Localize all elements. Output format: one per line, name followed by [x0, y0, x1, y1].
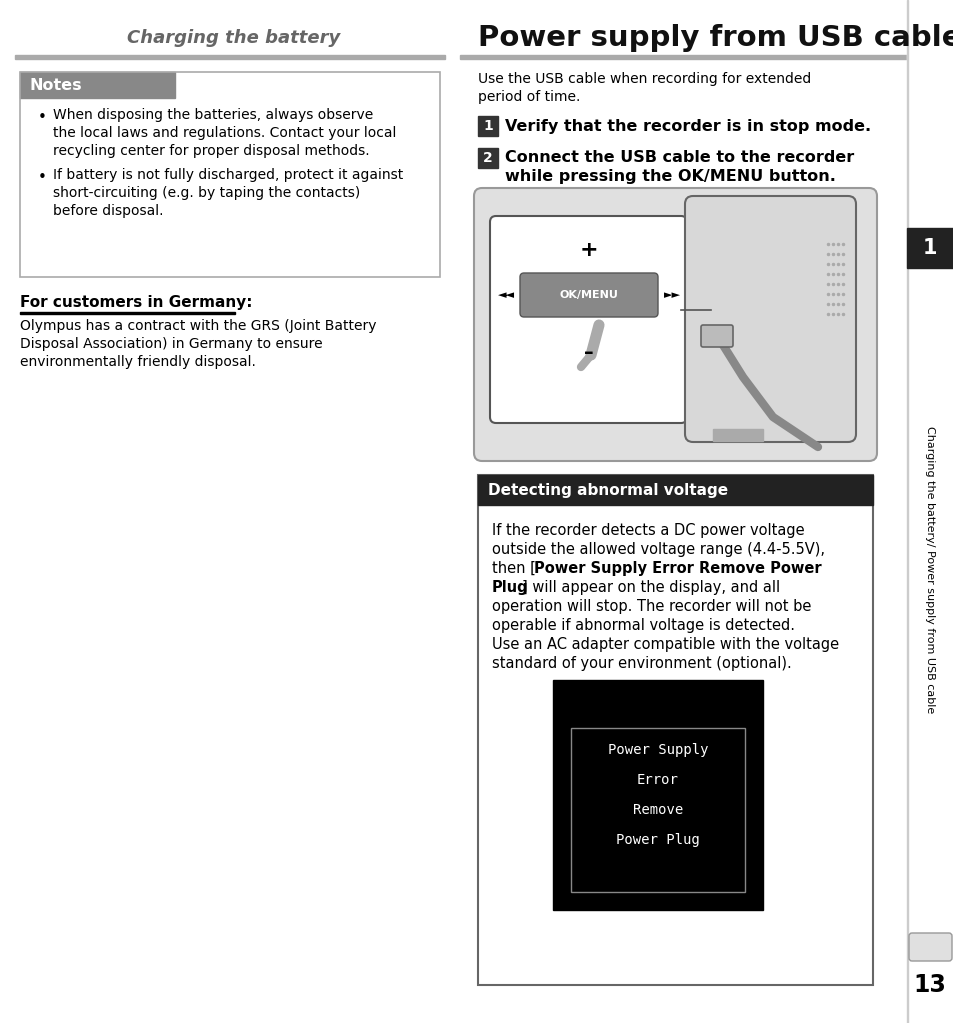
Bar [571, 728, 744, 892]
Bar [477, 475, 872, 985]
Text: Power Supply: Power Supply [607, 743, 707, 757]
Text: operation will stop. The recorder will not be: operation will stop. The recorder will n… [492, 599, 810, 614]
Text: Olympus has a contract with the GRS (Joint Battery: Olympus has a contract with the GRS (Joi… [20, 319, 376, 333]
Bar [906, 0, 907, 1023]
Text: environmentally friendly disposal.: environmentally friendly disposal. [20, 355, 255, 369]
Text: then [: then [ [492, 561, 536, 576]
Bar [20, 312, 234, 313]
Text: 13: 13 [913, 973, 945, 997]
FancyBboxPatch shape [700, 325, 732, 347]
Text: ◄◄: ◄◄ [497, 290, 514, 300]
Text: 2: 2 [482, 151, 493, 165]
Text: Connect the USB cable to the recorder: Connect the USB cable to the recorder [504, 150, 853, 166]
Text: Use an AC adapter compatible with the voltage: Use an AC adapter compatible with the vo… [492, 637, 839, 652]
Text: Verify that the recorder is in stop mode.: Verify that the recorder is in stop mode… [504, 119, 870, 133]
Text: ] will appear on the display, and all: ] will appear on the display, and all [521, 580, 780, 595]
Bar [906, 228, 953, 268]
Text: Remove: Remove [632, 803, 682, 817]
FancyBboxPatch shape [474, 188, 876, 461]
Bar [906, 0, 953, 1023]
FancyBboxPatch shape [490, 216, 686, 422]
Text: short-circuiting (e.g. by taping the contacts): short-circuiting (e.g. by taping the con… [53, 186, 360, 201]
Text: +: + [578, 240, 598, 260]
Text: If battery is not fully discharged, protect it against: If battery is not fully discharged, prot… [53, 168, 403, 182]
Text: the local laws and regulations. Contact your local: the local laws and regulations. Contact … [53, 126, 395, 140]
Text: period of time.: period of time. [477, 90, 579, 104]
Text: OK/MENU: OK/MENU [559, 290, 618, 300]
Text: outside the allowed voltage range (4.4-5.5V),: outside the allowed voltage range (4.4-5… [492, 542, 824, 557]
Bar [553, 680, 762, 910]
Text: Use the USB cable when recording for extended: Use the USB cable when recording for ext… [477, 72, 810, 86]
Bar [477, 116, 497, 136]
Bar [477, 475, 872, 505]
Text: EN: EN [920, 940, 939, 953]
Bar [15, 55, 444, 59]
Text: Power Supply Error Remove Power: Power Supply Error Remove Power [534, 561, 821, 576]
Bar [459, 55, 914, 59]
Text: For customers in Germany:: For customers in Germany: [20, 295, 253, 310]
Bar [477, 148, 497, 168]
Text: –: – [583, 343, 593, 361]
Text: Detecting abnormal voltage: Detecting abnormal voltage [488, 483, 727, 497]
Text: standard of your environment (optional).: standard of your environment (optional). [492, 656, 791, 671]
Text: while pressing the ​OK/MENU button.: while pressing the ​OK/MENU button. [504, 169, 835, 183]
FancyBboxPatch shape [908, 933, 951, 961]
Text: •: • [38, 110, 47, 125]
Bar [20, 72, 439, 277]
Bar [20, 72, 174, 98]
Text: recycling center for proper disposal methods.: recycling center for proper disposal met… [53, 144, 369, 158]
Bar [477, 192, 872, 457]
Text: 1: 1 [482, 119, 493, 133]
Text: Power supply from USB cable: Power supply from USB cable [477, 24, 953, 52]
Bar [712, 429, 762, 441]
Text: •: • [38, 170, 47, 185]
Text: If the recorder detects a DC power voltage: If the recorder detects a DC power volta… [492, 523, 803, 538]
Text: Power Plug: Power Plug [616, 833, 700, 847]
Text: Error: Error [637, 773, 679, 787]
Text: ►►: ►► [662, 290, 679, 300]
Text: operable if abnormal voltage is detected.: operable if abnormal voltage is detected… [492, 618, 794, 633]
Text: Charging the battery/ Power supply from USB cable: Charging the battery/ Power supply from … [924, 427, 934, 714]
Text: Plug: Plug [492, 580, 528, 595]
FancyBboxPatch shape [519, 273, 658, 317]
Text: Notes: Notes [30, 78, 83, 92]
Text: When disposing the batteries, always observe: When disposing the batteries, always obs… [53, 108, 373, 122]
Text: Charging the battery: Charging the battery [127, 29, 339, 47]
Text: Disposal Association) in Germany to ensure: Disposal Association) in Germany to ensu… [20, 337, 322, 351]
Text: before disposal.: before disposal. [53, 204, 163, 218]
FancyBboxPatch shape [684, 196, 855, 442]
Text: 1: 1 [922, 238, 936, 258]
